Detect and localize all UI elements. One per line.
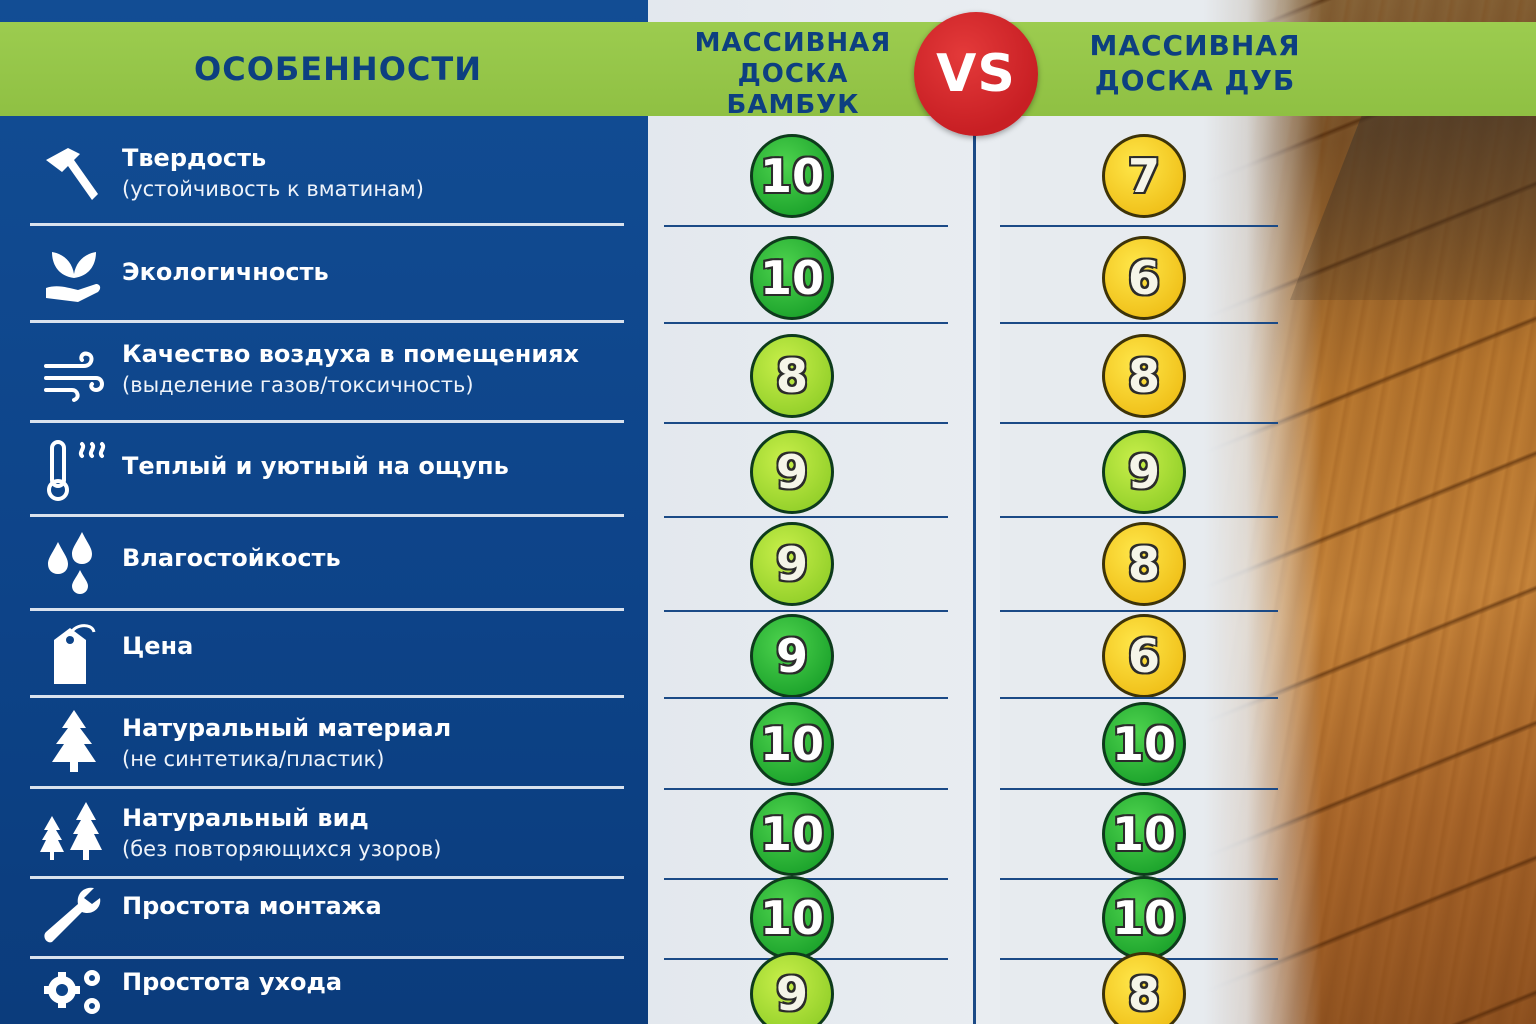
feature-label: Экологичность [122, 256, 329, 288]
feature-subtitle: (не синтетика/пластик) [122, 747, 385, 771]
row-divider [1000, 610, 1278, 612]
bamboo-score: 8 [750, 334, 834, 418]
gears-icon [38, 960, 110, 1024]
row-divider [1000, 788, 1278, 790]
bamboo-score: 10 [750, 134, 834, 218]
row-divider [30, 608, 624, 611]
feature-title: Теплый и уютный на ощупь [122, 452, 509, 480]
feature-title: Качество воздуха в помещениях [122, 340, 580, 368]
bamboo-score: 9 [750, 430, 834, 514]
header-band [0, 22, 1536, 116]
feature-label: Простота ухода [122, 966, 342, 998]
price-tag-icon [38, 618, 110, 690]
row-divider [30, 695, 624, 698]
feature-label: Натуральный материал (не синтетика/пласт… [122, 712, 451, 774]
feature-label: Простота монтажа [122, 890, 382, 922]
row-divider [1000, 697, 1278, 699]
feature-title: Экологичность [122, 258, 329, 286]
bamboo-score: 10 [750, 876, 834, 960]
tree-icon [38, 706, 110, 778]
row-divider [30, 786, 624, 789]
features-header: ОСОБЕННОСТИ [194, 50, 482, 88]
feature-label: Влагостойкость [122, 542, 341, 574]
oak-header: МАССИВНАЯ ДОСКА ДУБ [1050, 28, 1340, 108]
trees-icon [38, 798, 110, 870]
bamboo-header-line: МАССИВНАЯ [694, 28, 892, 58]
row-divider [1000, 322, 1278, 324]
bamboo-score: 9 [750, 952, 834, 1024]
oak-score: 10 [1102, 702, 1186, 786]
oak-score: 8 [1102, 522, 1186, 606]
oak-header-line: ДОСКА ДУБ [1094, 64, 1296, 97]
row-divider [30, 320, 624, 323]
row-divider [30, 876, 624, 879]
feature-title: Цена [122, 632, 194, 660]
bamboo-score: 10 [750, 702, 834, 786]
row-divider [30, 956, 624, 959]
bamboo-score: 10 [750, 236, 834, 320]
thermometer-icon [38, 436, 110, 508]
row-divider [664, 610, 948, 612]
oak-score: 9 [1102, 430, 1186, 514]
vs-badge: VS [914, 12, 1038, 136]
row-divider [30, 514, 624, 517]
feature-label: Натуральный вид (без повторяющихся узоро… [122, 802, 441, 864]
bamboo-score: 10 [750, 792, 834, 876]
row-divider [1000, 422, 1278, 424]
wrench-icon [38, 882, 110, 954]
bamboo-score: 9 [750, 614, 834, 698]
wind-icon [38, 338, 110, 410]
oak-score: 10 [1102, 876, 1186, 960]
bamboo-header-line: ДОСКА [737, 59, 849, 89]
feature-label: Цена [122, 630, 193, 662]
feature-title: Твердость [122, 144, 267, 172]
row-divider [30, 223, 624, 226]
row-divider [664, 422, 948, 424]
feature-subtitle: (выделение газов/токсичность) [122, 373, 474, 397]
oak-score: 8 [1102, 334, 1186, 418]
feature-title: Натуральный материал [122, 714, 452, 742]
oak-score: 6 [1102, 236, 1186, 320]
oak-score: 7 [1102, 134, 1186, 218]
row-divider [1000, 225, 1278, 227]
row-divider [664, 225, 948, 227]
feature-subtitle: (устойчивость к вматинам) [122, 177, 424, 201]
oak-score: 8 [1102, 952, 1186, 1024]
column-divider [973, 116, 976, 1024]
feature-title: Простота монтажа [122, 892, 382, 920]
feature-label: Качество воздуха в помещениях (выделение… [122, 338, 579, 400]
oak-header-line: МАССИВНАЯ [1089, 29, 1301, 62]
row-divider [664, 697, 948, 699]
feature-title: Натуральный вид [122, 804, 369, 832]
row-divider [30, 420, 624, 423]
bamboo-header: МАССИВНАЯ ДОСКА БАМБУК [648, 28, 938, 120]
oak-score: 6 [1102, 614, 1186, 698]
features-panel [0, 0, 648, 1024]
hammer-icon [38, 138, 110, 210]
oak-score: 10 [1102, 792, 1186, 876]
bamboo-score: 9 [750, 522, 834, 606]
row-divider [664, 788, 948, 790]
feature-label: Твердость (устойчивость к вматинам) [122, 142, 424, 204]
leaf-hand-icon [38, 238, 110, 310]
row-divider [664, 322, 948, 324]
bamboo-header-line: БАМБУК [726, 90, 860, 120]
feature-title: Простота ухода [122, 968, 343, 996]
feature-title: Влагостойкость [122, 544, 341, 572]
feature-label: Теплый и уютный на ощупь [122, 450, 509, 482]
water-drops-icon [38, 528, 110, 600]
feature-subtitle: (без повторяющихся узоров) [122, 837, 442, 861]
row-divider [1000, 516, 1278, 518]
row-divider [664, 516, 948, 518]
